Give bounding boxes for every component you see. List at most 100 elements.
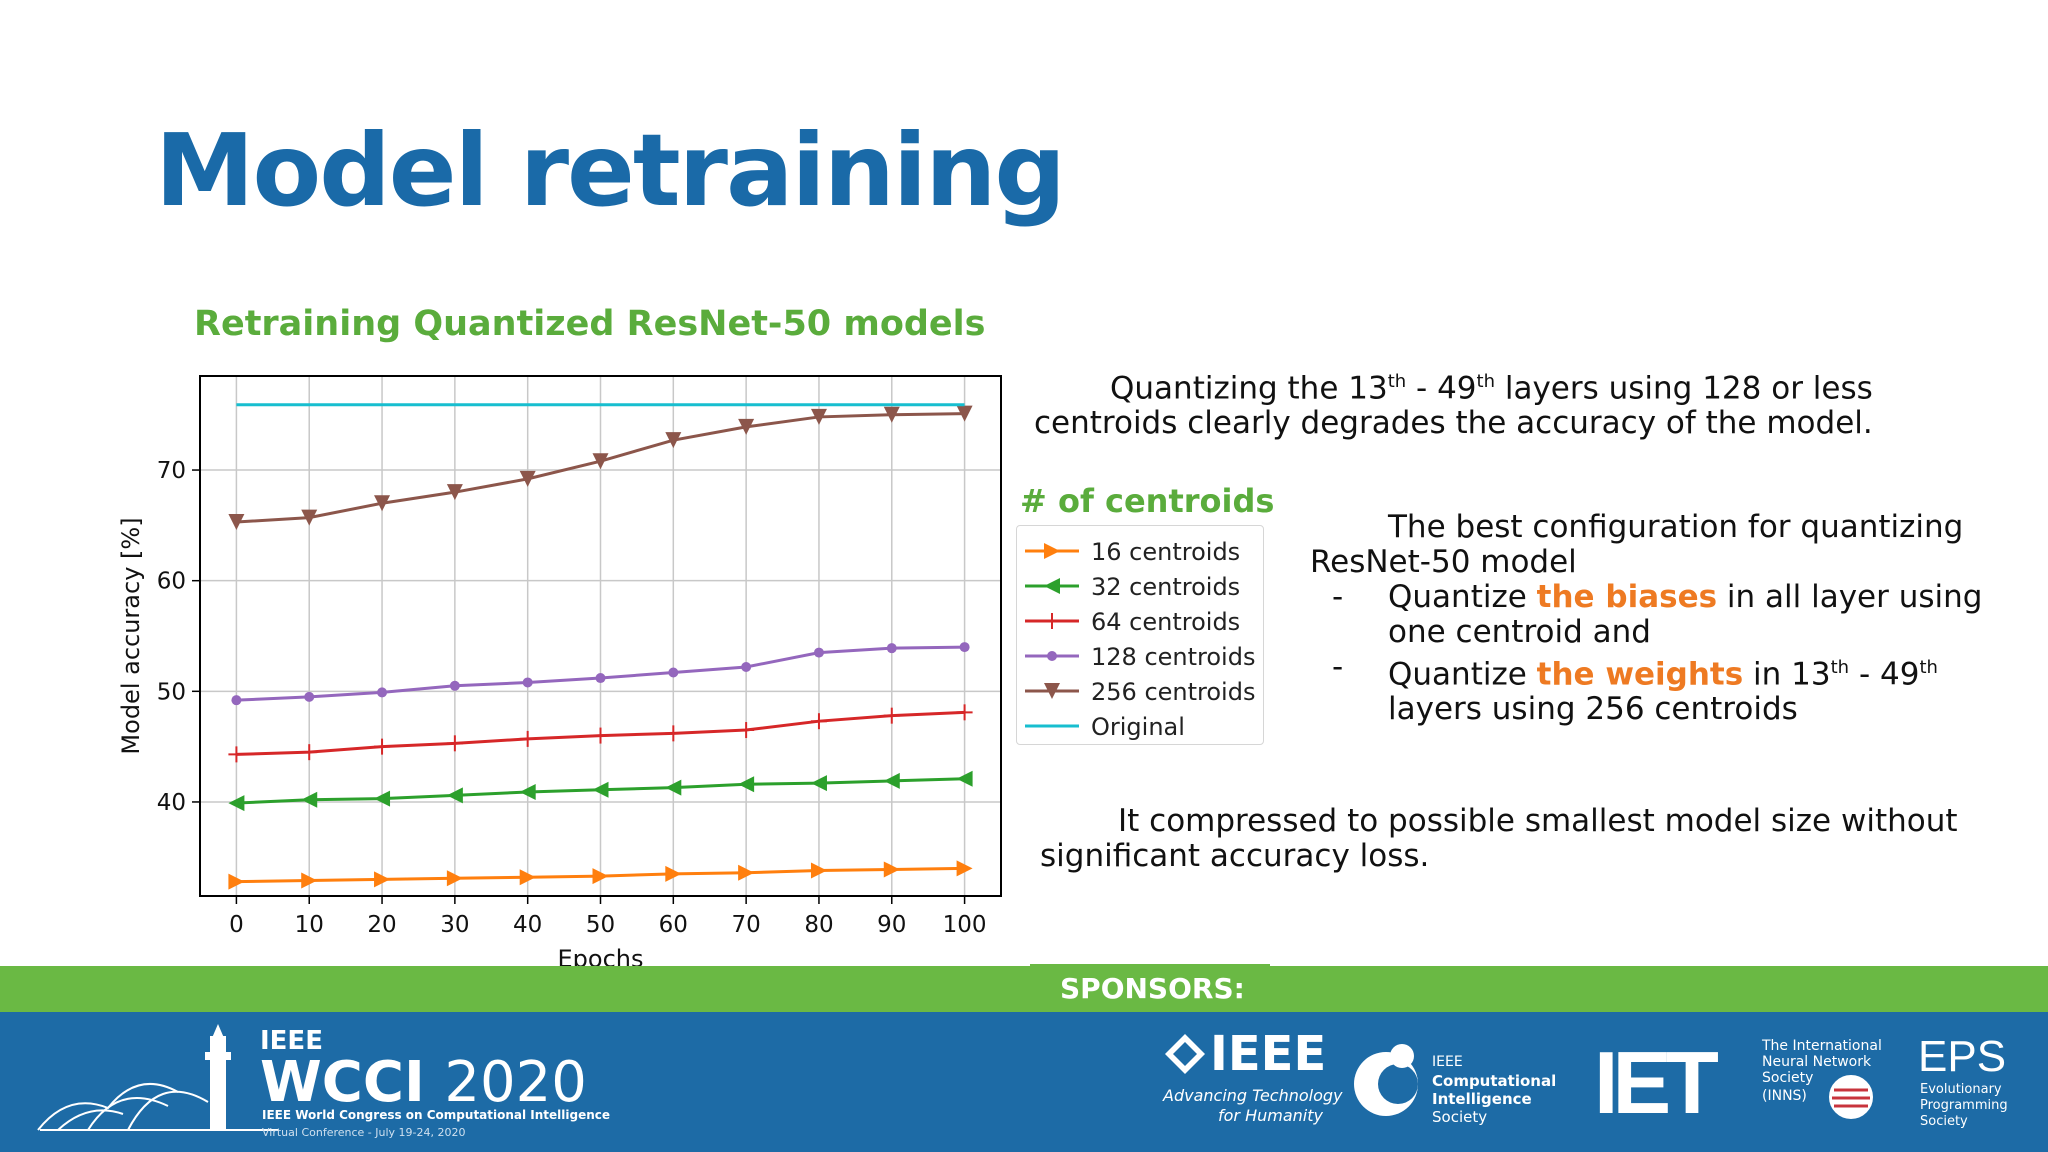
data-point [810,775,827,792]
data-point [741,661,752,672]
ieee-diamond-icon [1165,1034,1205,1074]
data-point [592,453,609,470]
data-point [883,861,900,878]
data-point [301,872,318,889]
wcci-skyline-logo [37,1024,278,1131]
wcci-subtitle: IEEE World Congress on Computational Int… [262,1108,611,1122]
inns-text-3: Society [1762,1070,1814,1086]
cis-text-2: Computational [1432,1072,1557,1090]
x-tick-label: 10 [295,912,324,938]
data-point [813,647,824,658]
x-tick-label: 30 [440,912,469,938]
legend-marker [1044,613,1060,629]
sponsors-label: SPONSORS: [1060,972,1245,1005]
legend-swatch [1025,578,1079,594]
accuracy-line-chart: 0 10 20 30 40 50 60 70 80 90 10040506070EpochsMode… [117,375,1002,973]
data-point [956,704,973,721]
legend-label: 32 centroids [1091,573,1241,601]
chart-heading: Retraining Quantized ResNet-50 models [194,304,986,344]
legend-item: 32 centroids [1017,571,1263,606]
data-point [519,470,536,487]
legend-label: 64 centroids [1091,608,1241,636]
data-point [522,677,533,688]
legend-marker [1044,578,1060,594]
note-compressed: It compressed to possible smallest model… [1040,803,1958,874]
series-64-centroids [228,704,973,763]
data-point [446,870,463,887]
wcci-ieee-text: IEEE [260,1026,323,1056]
legend-swatch [1025,613,1079,629]
data-point [301,791,318,808]
highlight-weights: the weights [1536,656,1744,693]
legend-swatch [1025,683,1079,699]
data-point [449,680,460,691]
data-point [374,738,391,755]
data-point [668,667,679,678]
legend-swatch [1025,543,1079,559]
data-point [374,790,391,807]
series-256-centroids [228,405,973,531]
data-point [738,864,755,881]
footer-banner: IEEE WCCI 2020 IEEE World Congress on Co… [0,1012,2048,1152]
inns-text-4: (INNS) [1762,1088,1807,1104]
legend-marker [1044,683,1060,699]
data-point [883,406,900,423]
data-point [738,722,755,739]
y-tick-label: 40 [157,790,186,816]
eps-logo-text: EPS [1918,1032,2007,1081]
legend-item: 256 centroids [1017,676,1263,711]
data-point [377,687,388,698]
data-point [956,405,973,422]
data-point [519,869,536,886]
data-point [738,418,755,435]
legend-marker [1047,651,1057,661]
sponsor-bar [0,966,2048,1012]
data-point [228,746,245,763]
legend-label: 16 centroids [1091,538,1241,566]
eps-text-3: Programming [1920,1098,2008,1113]
data-point [304,691,315,702]
y-tick-label: 70 [157,458,186,484]
note-quantizing: Quantizing the 13th - 49th layers using … [1034,370,1873,442]
ieee-logo-text: IEEE [1210,1026,1327,1082]
data-point [810,408,827,425]
y-tick-label: 60 [157,569,186,595]
legend-item: 128 centroids [1017,641,1263,676]
cis-text-1: IEEE [1432,1054,1463,1070]
chart-legend: 16 centroids 32 centroids 64 centroids 128 … [1016,525,1264,745]
x-tick-label: 70 [731,912,760,938]
data-point [592,781,609,798]
data-point [665,865,682,882]
data-point [956,860,973,877]
data-point [883,772,900,789]
series-32-centroids [228,770,973,812]
data-point [374,495,391,512]
data-point [519,730,536,747]
x-tick-label: 90 [877,912,906,938]
legend-item: 16 centroids [1017,536,1263,571]
data-point [228,795,245,812]
x-tick-label: 100 [943,912,987,938]
legend-title: # of centroids [1020,482,1275,520]
data-point [886,643,897,654]
x-tick-label: 60 [659,912,688,938]
legend-swatch [1025,724,1079,728]
data-point [228,514,245,531]
x-tick-label: 0 [229,912,244,938]
data-point [883,707,900,724]
data-point [519,784,536,800]
data-point [446,735,463,752]
inns-text-2: Neural Network [1762,1054,1872,1070]
ieee-tagline-2: for Humanity [1218,1106,1323,1125]
cis-swirl-icon [1354,1044,1418,1116]
sponsor-tab [1030,964,1270,1012]
cis-text-4: Society [1432,1108,1488,1126]
data-point [374,871,391,888]
legend-label: 256 centroids [1091,678,1256,706]
eps-text-2: Evolutionary [1920,1082,2002,1097]
legend-item: Original [1017,711,1263,746]
series-16-centroids [228,860,973,890]
legend-item: 64 centroids [1017,606,1263,641]
highlight-biases: the biases [1536,579,1718,615]
inns-globe-icon [1829,1075,1873,1119]
